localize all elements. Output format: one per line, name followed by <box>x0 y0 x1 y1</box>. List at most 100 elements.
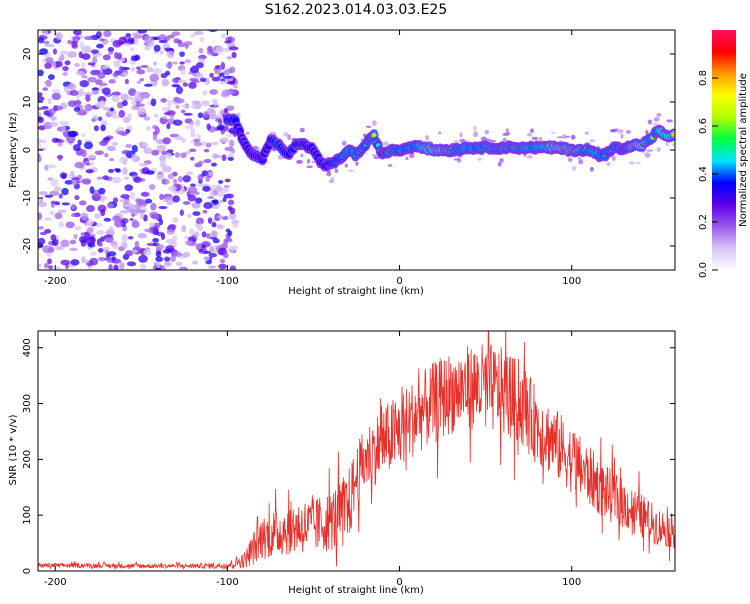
spectrogram-noise-blob <box>155 250 162 258</box>
spectrogram-noise-blob <box>111 91 121 96</box>
spectrogram-noise-blob <box>183 112 193 116</box>
spectrogram-noise-blob <box>477 157 482 161</box>
spectrogram-noise-blob <box>589 166 594 172</box>
spectrogram-noise-blob <box>119 199 129 203</box>
spectrogram-noise-blob <box>226 80 236 85</box>
spectrogram-noise-blob <box>128 96 134 101</box>
spectrogram-noise-blob <box>121 149 132 155</box>
spectrogram-noise-blob <box>92 115 99 122</box>
spectrogram-noise-blob <box>89 186 95 194</box>
spectrogram-noise-blob <box>225 89 236 95</box>
spectrogram-noise-blob <box>152 133 158 141</box>
spectrogram-noise-blob <box>527 132 533 137</box>
spectrogram-noise-blob <box>173 119 183 126</box>
spectrogram-noise-blob <box>83 141 93 150</box>
spectrogram-noise-blob <box>43 262 50 269</box>
spectrogram-noise-blob <box>116 126 124 133</box>
spectrogram-noise-blob <box>125 32 132 38</box>
spectrogram-noise-blob <box>39 231 47 236</box>
spectrogram-noise-blob <box>111 141 119 146</box>
spectrogram-noise-blob <box>219 80 228 85</box>
spectrogram-noise-blob <box>58 139 65 144</box>
spectrogram-noise-blob <box>155 244 165 250</box>
snr-frame <box>37 330 676 572</box>
spectrogram-noise-blob <box>61 187 69 196</box>
spectrogram-noise-blob <box>52 48 57 55</box>
spectrogram-noise-blob <box>190 156 195 161</box>
spectrogram-noise-blob <box>373 156 380 159</box>
spectrogram-noise-blob <box>153 44 161 52</box>
spectrogram-noise-blob <box>457 155 463 158</box>
spectrogram-noise-blob <box>69 247 78 252</box>
spectrogram-noise-blob <box>38 92 43 97</box>
spectrogram-noise-blob <box>222 196 227 203</box>
spectrogram-noise-blob <box>148 184 156 191</box>
spectrogram-noise-blob <box>218 263 227 270</box>
spectrogram-noise-blob <box>155 174 165 181</box>
spectrogram-noise-blob <box>218 119 223 125</box>
spectrogram-noise-blob <box>113 60 121 68</box>
spectrogram-noise-blob <box>122 167 128 175</box>
spectrogram-noise-blob <box>473 125 477 132</box>
spectrogram-noise-blob <box>163 256 171 262</box>
spectrogram-noise-blob <box>656 146 661 153</box>
spectrogram-noise-blob <box>81 45 92 54</box>
snr-y-tick-label: 200 <box>22 450 33 469</box>
spectrogram-x-tick-label: 100 <box>562 276 581 287</box>
spectrogram-noise-blob <box>216 224 224 230</box>
spectrogram-noise-blob <box>95 31 102 39</box>
spectrogram-noise-blob <box>347 169 355 172</box>
spectrogram-noise-blob <box>101 87 111 95</box>
spectrogram-noise-blob <box>131 144 138 153</box>
spectrogram-noise-blob <box>55 32 64 41</box>
spectrogram-noise-blob <box>108 264 113 270</box>
spectrogram-noise-blob <box>123 176 130 180</box>
spectrogram-noise-blob <box>45 79 52 88</box>
spectrogram-noise-blob <box>101 65 108 70</box>
colorbar-ticks: 0.0 0.2 0.4 0.6 0.8 <box>698 70 718 278</box>
spectrogram-noise-blob <box>98 82 108 87</box>
spectrogram-noise-blob <box>124 184 134 192</box>
spectrogram-noise-blob <box>205 142 212 148</box>
spectrogram-noise-blob <box>221 154 227 162</box>
spectrogram-noise-blob <box>191 79 200 83</box>
spectrogram-noise-blob <box>570 134 576 140</box>
spectrogram-noise-blob <box>584 131 589 135</box>
spectrogram-noise-blob <box>122 43 131 47</box>
spectrogram-noise-blob <box>195 197 203 204</box>
spectrogram-noise-blob <box>665 141 669 147</box>
spectrogram-noise-blob <box>125 250 134 257</box>
spectrogram-noise-blob <box>67 100 78 108</box>
spectrogram-noise-blob <box>164 261 172 267</box>
spectrogram-noise-blob <box>136 209 146 213</box>
spectrogram-noise-blob <box>103 136 111 142</box>
spectrogram-noise-blob <box>54 212 63 220</box>
spectrogram-noise-blob <box>183 235 190 240</box>
spectrogram-noise-blob <box>214 65 221 69</box>
spectrogram-noise-blob <box>107 46 115 53</box>
spectrogram-noise-blob <box>328 179 334 184</box>
spectrogram-noise-blob <box>577 156 582 160</box>
spectrogram-noise-blob <box>97 204 107 213</box>
spectrogram-noise-blob <box>156 144 166 153</box>
spectrogram-noise-blob <box>62 72 68 76</box>
spectrogram-noise-blob <box>382 141 389 146</box>
spectrogram-noise-blob <box>81 133 86 137</box>
spectrogram-noise-blob <box>206 50 215 56</box>
snr-y-tick-label: 0 <box>22 568 33 574</box>
spectrogram-ylabel: Frequency (Hz) <box>8 112 19 188</box>
spectrogram-noise-blob <box>45 44 55 48</box>
spectrogram-noise-blob <box>635 161 642 164</box>
spectrogram-noise-blob <box>108 51 114 55</box>
spectrogram-noise-blob <box>108 168 115 174</box>
spectrogram-noise-blob <box>43 40 50 45</box>
spectrogram-noise-blob <box>81 62 86 70</box>
spectrogram-noise-blob <box>139 77 145 82</box>
spectrogram-noise-blob <box>50 116 58 121</box>
spectrogram-noise-blob <box>202 185 211 192</box>
spectrogram-noise-blob <box>132 249 138 254</box>
spectrogram-noise-blob <box>229 265 236 270</box>
spectrogram-noise-blob <box>551 131 556 134</box>
spectrogram-noise-blob <box>39 48 48 55</box>
spectrogram-noise-blob <box>202 90 208 96</box>
